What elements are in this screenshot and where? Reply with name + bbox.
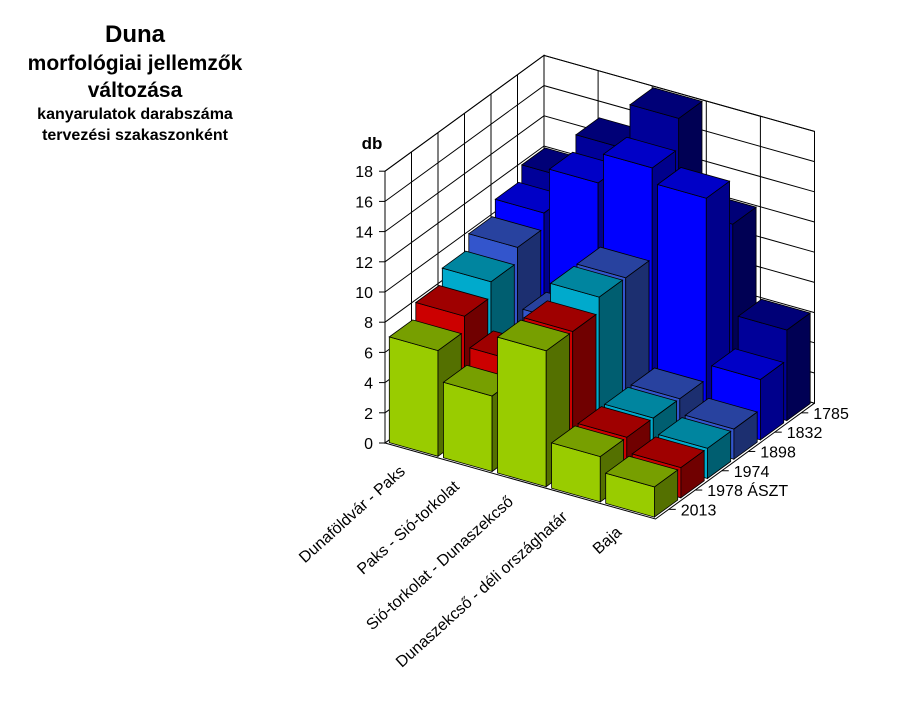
- bar-top: [576, 246, 650, 279]
- bar: [496, 319, 571, 488]
- bar-top: [467, 216, 542, 248]
- bar: [604, 455, 679, 518]
- bar-top: [604, 455, 679, 488]
- bar-front: [497, 336, 547, 488]
- x-tick-label: Sió-torkolat - Dunaszekcső: [363, 493, 517, 634]
- chart-title-line-1: Duna: [105, 21, 165, 48]
- bar-front: [388, 336, 439, 457]
- bar-top: [441, 250, 516, 283]
- bar-top: [630, 367, 705, 400]
- bar-top: [710, 348, 785, 380]
- series-label: 1832: [787, 425, 823, 442]
- series-label: 1974: [734, 464, 770, 481]
- y-tick-label: 10: [355, 285, 373, 302]
- bar-top: [414, 285, 489, 317]
- series-2013: [388, 319, 679, 518]
- bar-top: [631, 436, 706, 469]
- y-tick-label: 16: [355, 194, 373, 211]
- y-tick-label: 4: [364, 376, 373, 393]
- bar-top: [629, 87, 703, 119]
- bar-side: [786, 312, 811, 422]
- bar-top: [523, 300, 597, 332]
- y-tick-label: 0: [364, 436, 373, 453]
- chart-subtitle-line-1: kanyarulatok darabszáma: [37, 106, 233, 123]
- bar-top: [388, 319, 463, 352]
- bar-top: [657, 417, 732, 449]
- bar-front: [442, 381, 493, 473]
- bar-top: [737, 298, 812, 331]
- y-tick-label: 8: [364, 315, 373, 332]
- y-tick-label: 6: [364, 345, 373, 362]
- y-axis: db 0 2 4 6 8 10 12 14 16 18: [355, 134, 385, 453]
- series-label: 2013: [681, 502, 717, 519]
- bar-top: [549, 265, 624, 298]
- bar-top: [603, 386, 678, 419]
- series-label: 1785: [813, 406, 849, 423]
- bar-top: [496, 319, 571, 352]
- chart-title-line-2: morfológiai jellemzők: [27, 52, 243, 75]
- y-tick-label: 2: [364, 406, 373, 423]
- bar-top: [577, 406, 652, 438]
- chart-title-line-3: változása: [87, 79, 183, 102]
- chart-title-block: Duna morfológiai jellemzők változása kan…: [0, 20, 270, 146]
- floor-edge: [384, 402, 815, 520]
- y-tick-label: 14: [355, 225, 373, 242]
- bar-top: [602, 136, 677, 169]
- series-label: 1898: [760, 444, 796, 461]
- x-tick-label: Baja: [590, 524, 625, 558]
- chart-subtitle-line-2: tervezési szakaszonként: [42, 127, 228, 144]
- series-label: 1978 ÁSZT: [707, 481, 788, 500]
- bar: [656, 167, 731, 426]
- y-axis-label: db: [362, 134, 383, 153]
- bar-top: [656, 167, 731, 199]
- y-tick-label: 12: [355, 255, 373, 272]
- bars: [388, 87, 812, 518]
- bar-top: [684, 397, 759, 430]
- bar-top: [550, 425, 625, 458]
- y-tick-label: 18: [355, 164, 373, 181]
